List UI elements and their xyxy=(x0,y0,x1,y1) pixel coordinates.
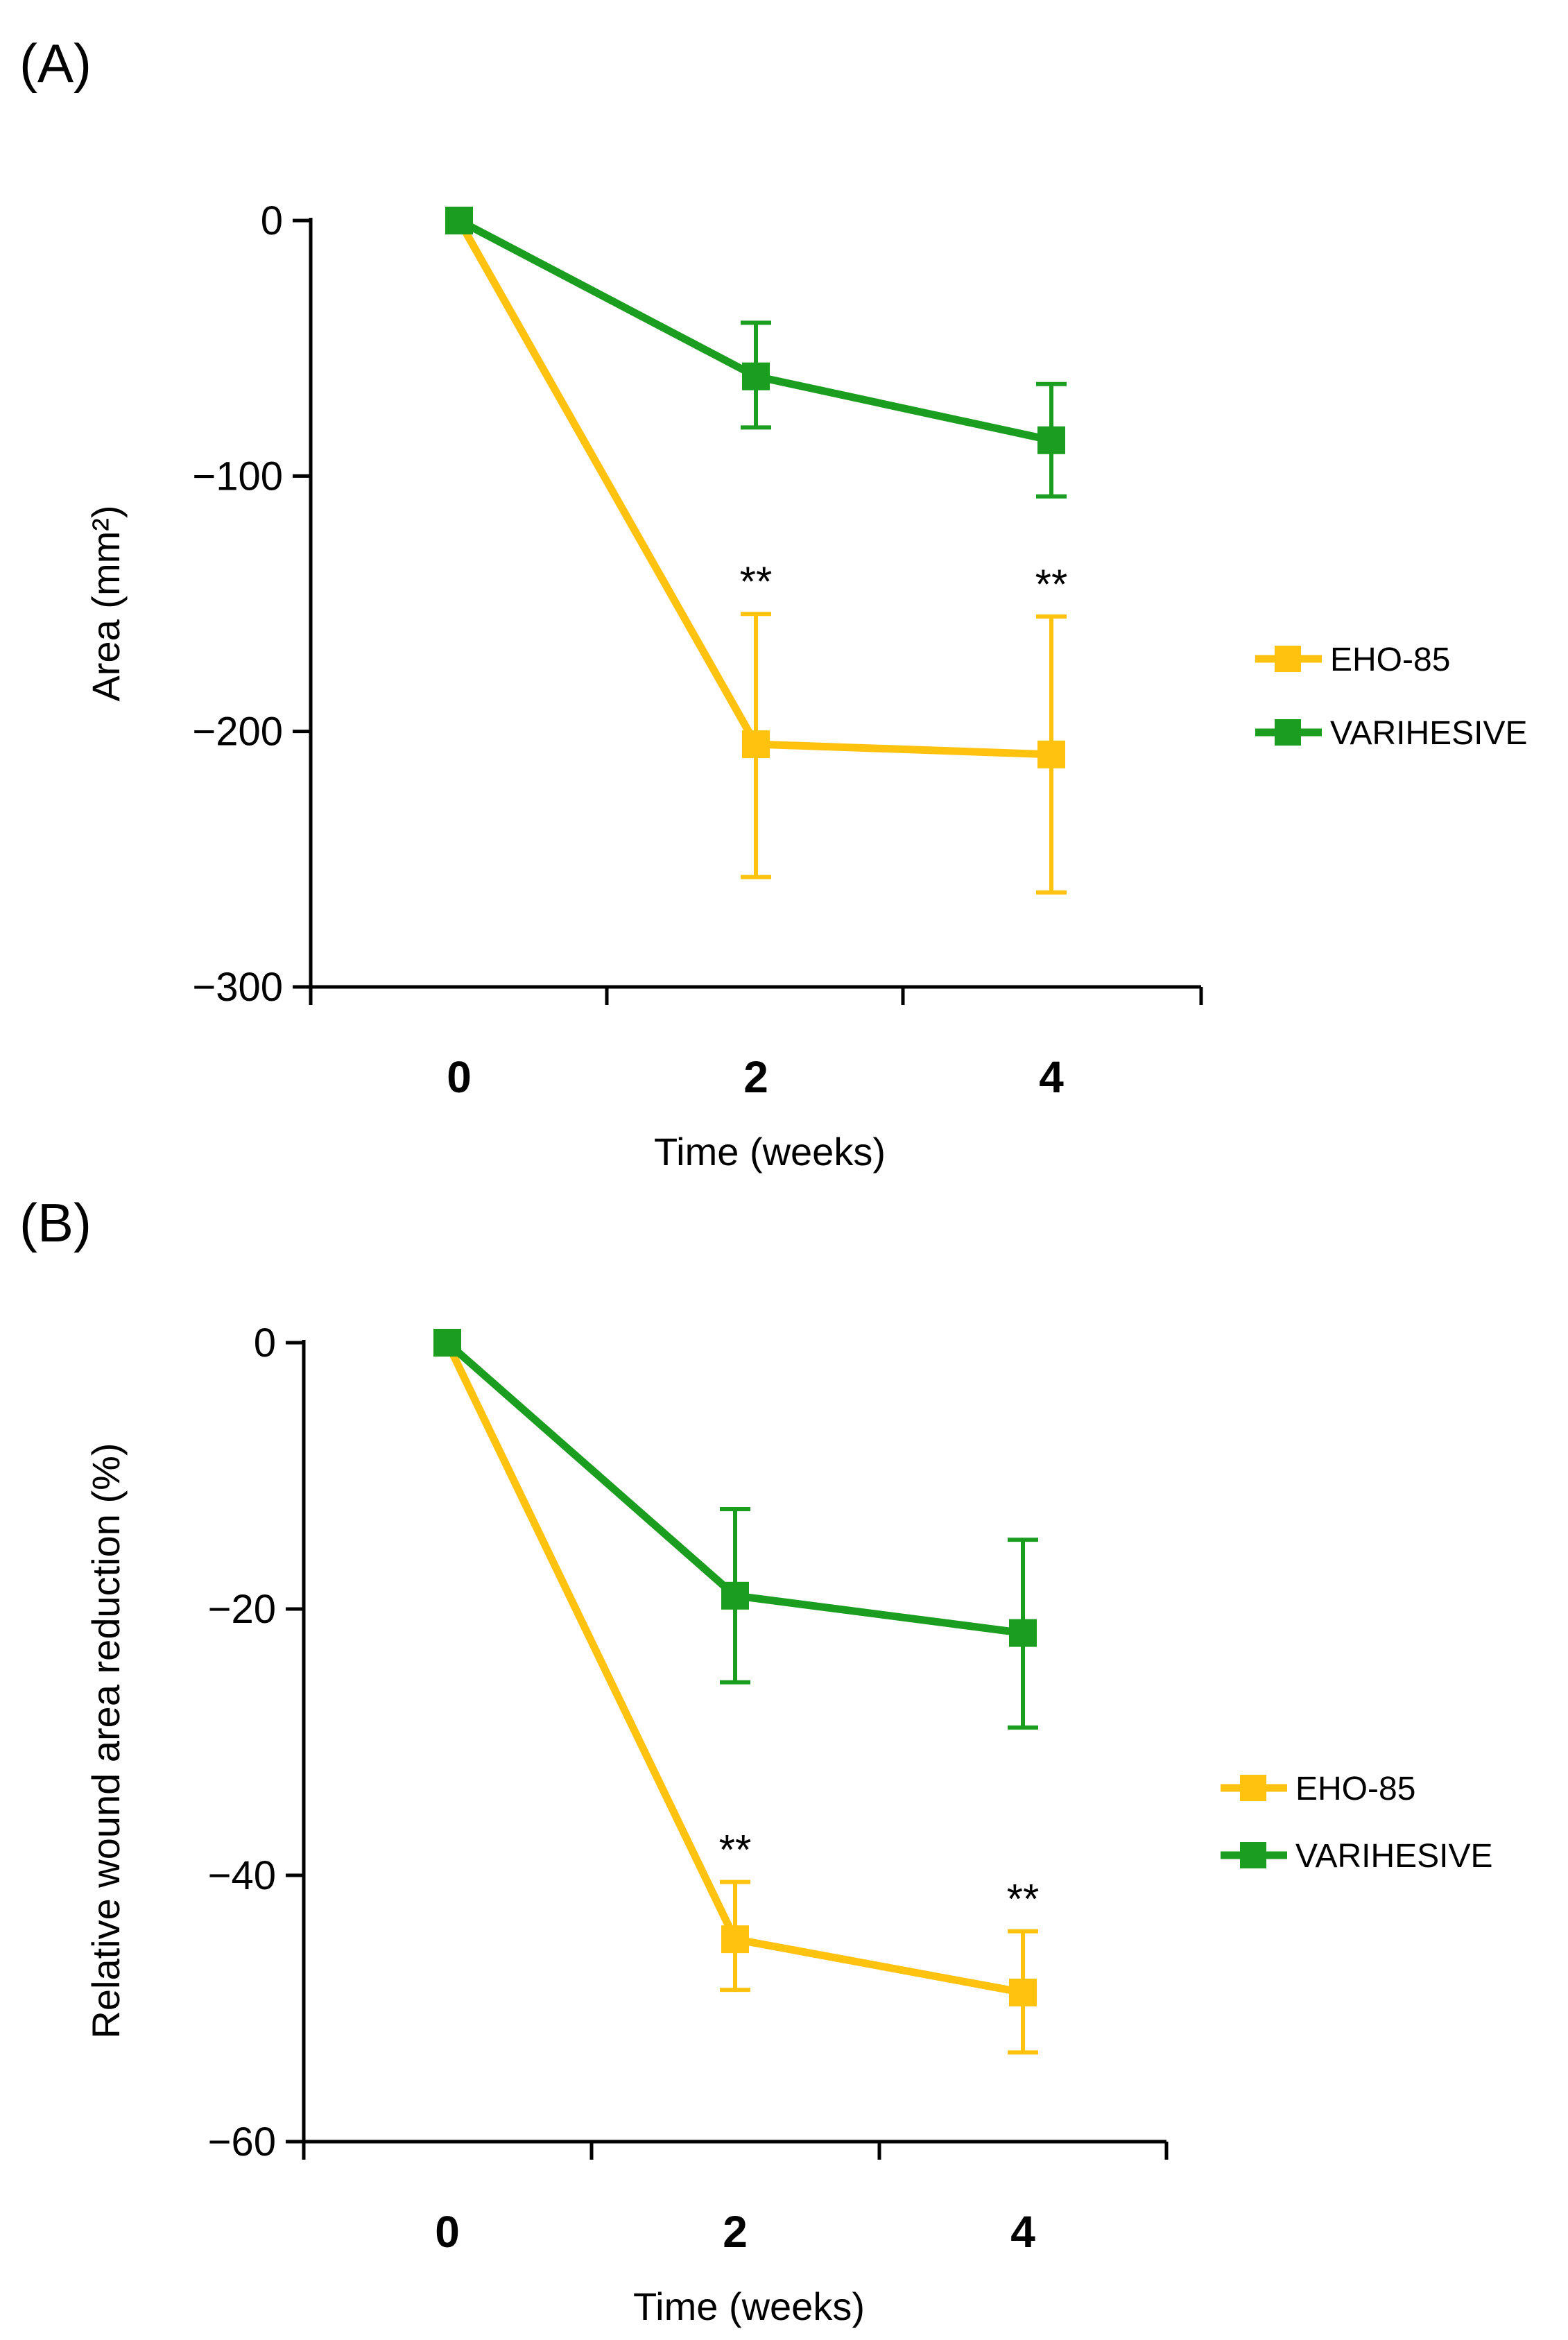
data-point-marker xyxy=(445,207,473,234)
data-point-marker xyxy=(721,1925,749,1954)
x-tick-label: 4 xyxy=(1010,2207,1035,2257)
legend-marker xyxy=(1275,646,1301,672)
legend: EHO-85 VARIHESIVE xyxy=(1255,642,1528,752)
data-point-marker xyxy=(1009,1619,1037,1647)
data-point-marker xyxy=(1037,740,1065,768)
series-varihesive xyxy=(433,1329,1038,1730)
y-axis-title: Area (mm²) xyxy=(84,505,128,701)
significance-label: ** xyxy=(1007,1876,1040,1922)
y-tick-label: −100 xyxy=(192,454,283,499)
x-axis-title: Time (weeks) xyxy=(633,2285,865,2328)
y-tick-label: 0 xyxy=(261,198,283,243)
x-tick-label: 0 xyxy=(435,2207,460,2257)
x-tick-label: 4 xyxy=(1039,1052,1064,1102)
panel-label: (B) xyxy=(19,1192,92,1253)
y-tick-label: −40 xyxy=(208,1853,276,1898)
data-point-marker xyxy=(433,1329,461,1357)
x-tick-label: 0 xyxy=(447,1052,472,1102)
x-tick-label: 2 xyxy=(743,1052,768,1102)
data-point-marker xyxy=(1009,1978,1037,2006)
data-point-marker xyxy=(1037,426,1065,454)
legend-label: VARIHESIVE xyxy=(1330,715,1528,752)
chart-panel-b: (B) 0 −20 −40 −60 0 2 4 Time (weeks) Relative wou… xyxy=(19,1192,1493,2328)
x-axis-title: Time (weeks) xyxy=(654,1130,886,1173)
y-axis-title: Relative wound area reduction (%) xyxy=(84,1443,128,2038)
legend-label: VARIHESIVE xyxy=(1295,1838,1493,1875)
data-point-marker xyxy=(742,362,770,390)
legend-marker xyxy=(1275,719,1301,746)
data-point-marker xyxy=(721,1581,749,1610)
y-tick-label: −60 xyxy=(208,2119,276,2165)
data-point-marker xyxy=(742,730,770,759)
series-eho-85: ** ** xyxy=(445,207,1068,895)
x-tick-label: 2 xyxy=(723,2207,748,2257)
legend-marker xyxy=(1240,1842,1266,1868)
panel-label: (A) xyxy=(19,33,92,94)
chart-panel-a: (A) 0 −100 −200 −300 0 2 4 Time (weeks) Area (mm²… xyxy=(19,33,1528,1173)
series-varihesive xyxy=(445,207,1067,499)
legend-label: EHO-85 xyxy=(1295,1771,1415,1807)
significance-label: ** xyxy=(1035,561,1068,608)
y-tick-label: −20 xyxy=(208,1587,276,1632)
legend: EHO-85 VARIHESIVE xyxy=(1221,1771,1493,1875)
legend-marker xyxy=(1240,1775,1266,1801)
significance-label: ** xyxy=(740,558,773,605)
series-eho-85: ** ** xyxy=(433,1329,1040,2055)
y-tick-label: −300 xyxy=(192,965,283,1010)
y-tick-label: −200 xyxy=(192,709,283,755)
significance-label: ** xyxy=(719,1827,752,1873)
y-tick-label: 0 xyxy=(254,1320,276,1366)
legend-label: EHO-85 xyxy=(1330,642,1450,678)
